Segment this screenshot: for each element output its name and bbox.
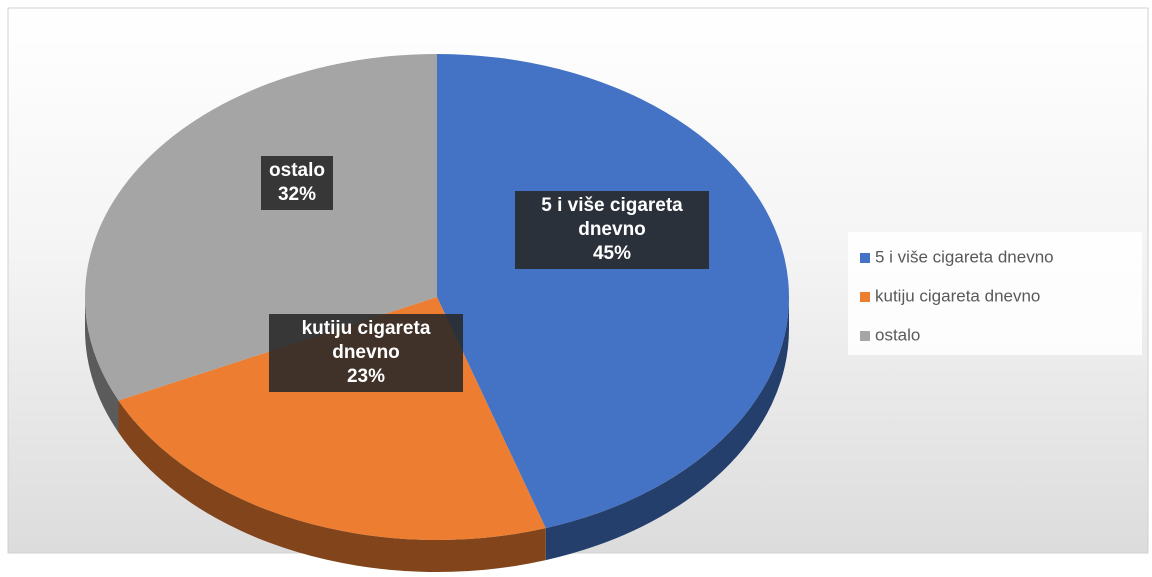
slice	[85, 54, 437, 401]
slice-side	[85, 297, 119, 433]
legend-swatch	[860, 292, 870, 302]
data-label: ostalo 32%	[167, 123, 427, 243]
data-label: kutiju cigareta dnevno 23%	[236, 293, 496, 413]
data-label-value: 45%	[592, 243, 632, 264]
slice-side	[118, 400, 546, 573]
data-label-wrap: ostalo 32%	[167, 123, 427, 243]
legend-label: ostalo	[875, 325, 920, 344]
legend-label: 5 i više cigareta dnevno	[875, 247, 1054, 266]
data-label-box: 5 i više cigareta dnevno 45%	[515, 191, 709, 269]
data-label-name: ostalo	[269, 160, 325, 181]
data-label-value: 23%	[346, 366, 386, 387]
legend-label: kutiju cigareta dnevno	[875, 286, 1040, 305]
data-label-wrap: kutiju cigareta dnevno 23%	[236, 293, 496, 413]
data-label-name: 5 i više cigareta dnevno	[541, 195, 683, 240]
data-label-value: 32%	[277, 184, 316, 205]
data-label-box: kutiju cigareta dnevno 23%	[269, 314, 463, 392]
data-label-box: ostalo 32%	[261, 156, 333, 210]
legend-swatch	[860, 331, 870, 341]
data-label: 5 i više cigareta dnevno 45%	[482, 170, 742, 290]
slice	[437, 54, 790, 529]
legend: 5 i više cigareta dnevno kutiju cigareta …	[860, 247, 1054, 344]
data-label-wrap: 5 i više cigareta dnevno 45%	[482, 170, 742, 290]
legend-swatch	[860, 253, 870, 263]
legend-box	[848, 232, 1142, 355]
data-label-name: kutiju cigareta dnevno	[301, 318, 431, 363]
labels: 5 i više cigareta dnevno 45% kutiju cigare…	[167, 123, 742, 413]
slice-side	[545, 297, 789, 561]
